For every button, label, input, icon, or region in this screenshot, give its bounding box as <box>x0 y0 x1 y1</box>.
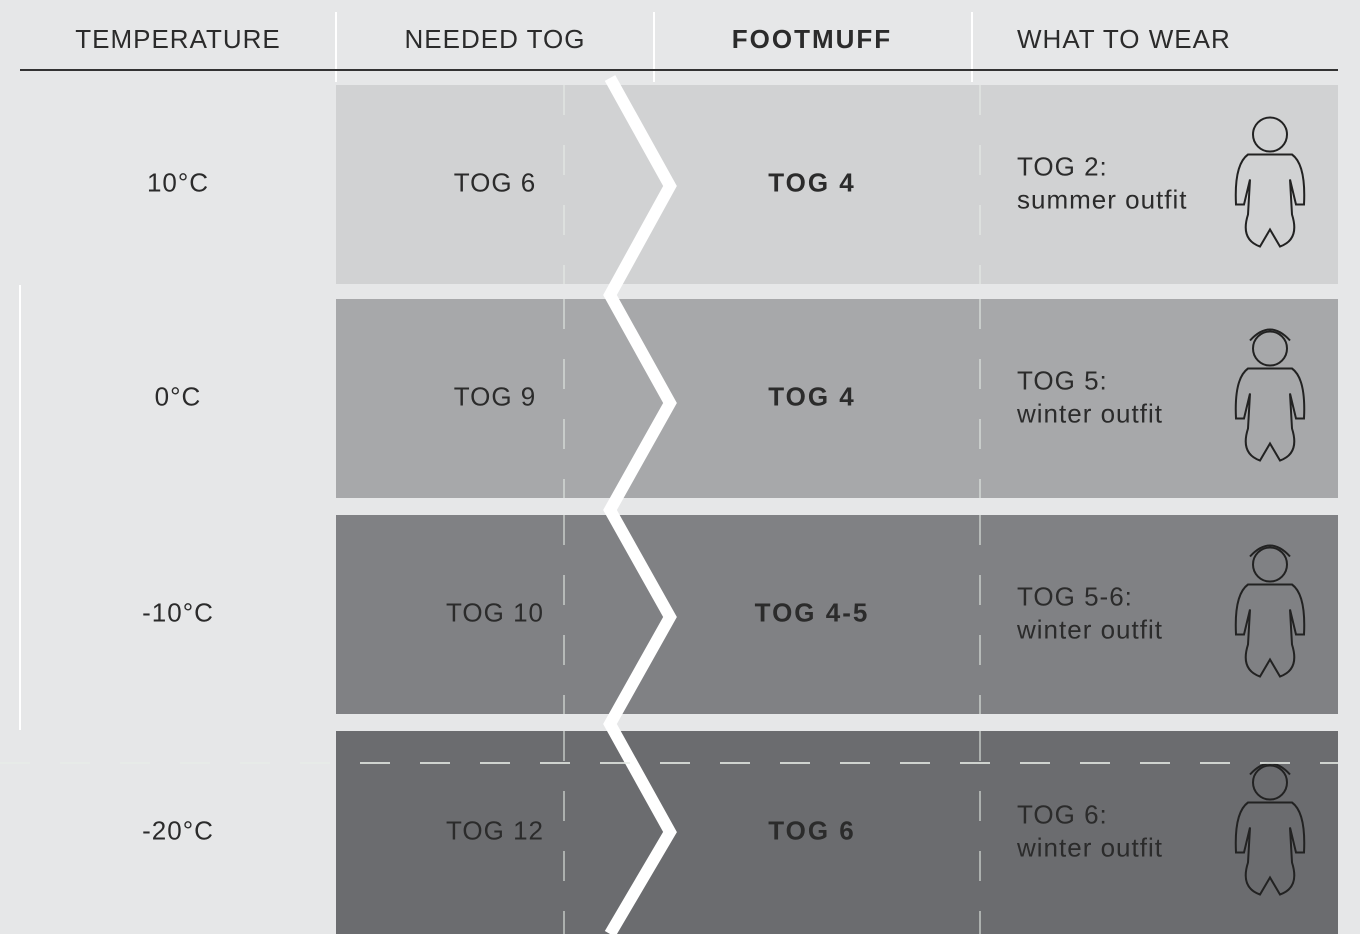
wear-outfit: summer outfit <box>1017 184 1188 214</box>
temperature: -20°C <box>142 815 214 845</box>
icon-hood <box>1249 544 1291 558</box>
baby-icon <box>1234 328 1306 462</box>
column-header: NEEDED TOG <box>405 24 586 54</box>
wear-tog: TOG 6: <box>1017 799 1108 829</box>
icon-body <box>1234 367 1306 462</box>
icon-head <box>1252 116 1288 153</box>
row-band <box>336 731 1338 934</box>
zigzag <box>603 75 677 934</box>
wear-outfit: winter outfit <box>1016 832 1163 862</box>
baby-icon <box>1234 544 1306 678</box>
needed-tog: TOG 10 <box>446 597 544 627</box>
temperature: 10°C <box>147 167 209 197</box>
icon-body <box>1234 153 1306 248</box>
temperature: -10°C <box>142 597 214 627</box>
icon-head <box>1252 546 1288 583</box>
row-band <box>336 85 1338 284</box>
column-header: FOOTMUFF <box>732 24 892 54</box>
baby-icon <box>1234 116 1306 248</box>
icon-hood <box>1249 328 1291 342</box>
icon-body <box>1234 583 1306 678</box>
icon-head <box>1252 330 1288 367</box>
wear-tog: TOG 5-6: <box>1017 581 1133 611</box>
temperature: 0°C <box>155 381 202 411</box>
wear-tog: TOG 5: <box>1017 365 1108 395</box>
baby-icon <box>1234 762 1306 896</box>
needed-tog: TOG 9 <box>454 381 537 411</box>
needed-tog: TOG 6 <box>454 167 537 197</box>
icon-body <box>1234 801 1306 896</box>
footmuff-tog: TOG 6 <box>768 815 856 845</box>
row-band <box>336 515 1338 714</box>
footmuff-tog: TOG 4 <box>768 381 856 411</box>
wear-outfit: winter outfit <box>1016 398 1163 428</box>
wear-tog: TOG 2: <box>1017 151 1108 181</box>
needed-tog: TOG 12 <box>446 815 544 845</box>
column-header: TEMPERATURE <box>75 24 281 54</box>
column-header: WHAT TO WEAR <box>1017 24 1231 54</box>
footmuff-tog: TOG 4-5 <box>755 597 870 627</box>
icon-head <box>1252 764 1288 801</box>
footmuff-tog: TOG 4 <box>768 167 856 197</box>
wear-outfit: winter outfit <box>1016 614 1163 644</box>
row-band <box>336 299 1338 498</box>
